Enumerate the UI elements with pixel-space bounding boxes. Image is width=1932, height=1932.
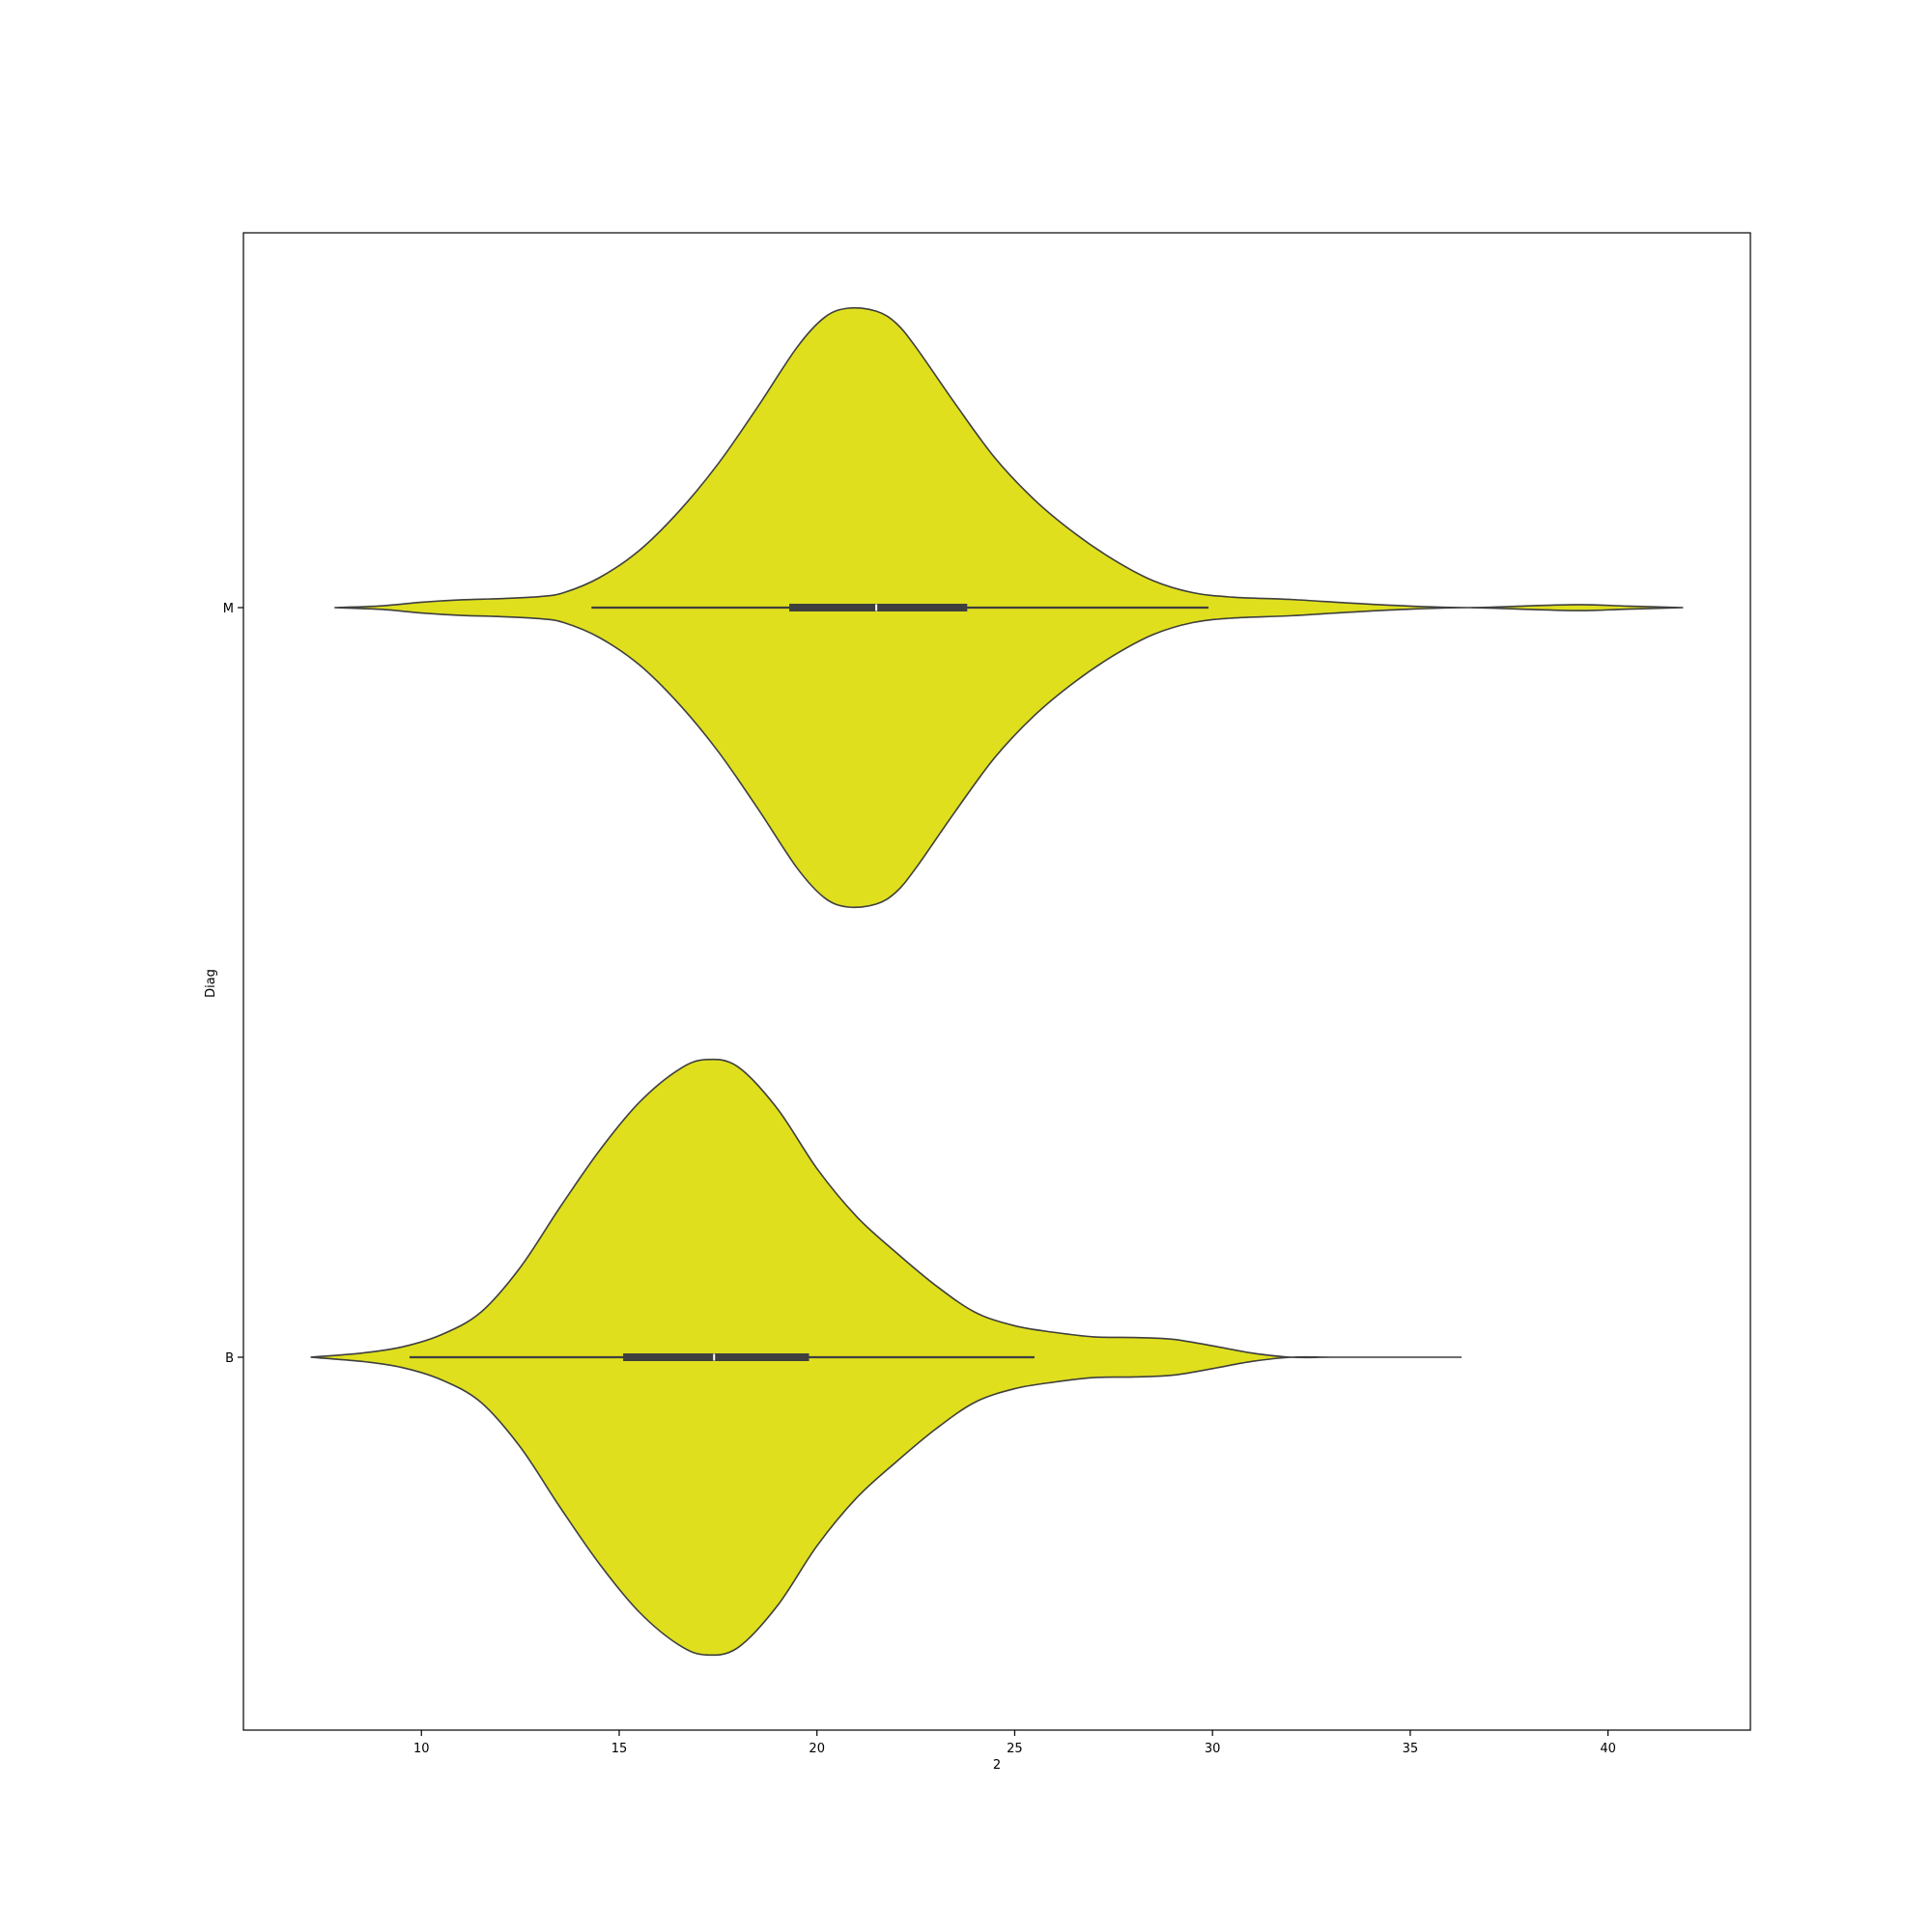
x-tick-label: 35 xyxy=(1403,1742,1419,1756)
x-tick-label: 25 xyxy=(1007,1742,1023,1756)
y-tick-label: B xyxy=(225,1351,234,1366)
x-tick-label: 30 xyxy=(1205,1742,1221,1756)
y-tick-label: M xyxy=(223,602,234,616)
y-axis-ticks: MB xyxy=(223,602,243,1366)
y-axis-label: Diag xyxy=(204,969,218,998)
plot-frame xyxy=(242,232,1751,1731)
x-tick-label: 10 xyxy=(413,1742,430,1756)
x-tick-label: 40 xyxy=(1600,1742,1616,1756)
x-axis-label: 2 xyxy=(993,1758,1001,1773)
x-axis-ticks: 10 15 20 25 30 35 40 xyxy=(413,1730,1616,1756)
x-tick-label: 20 xyxy=(809,1742,825,1756)
violin-group xyxy=(310,306,1684,1657)
x-tick-label: 15 xyxy=(611,1742,628,1756)
